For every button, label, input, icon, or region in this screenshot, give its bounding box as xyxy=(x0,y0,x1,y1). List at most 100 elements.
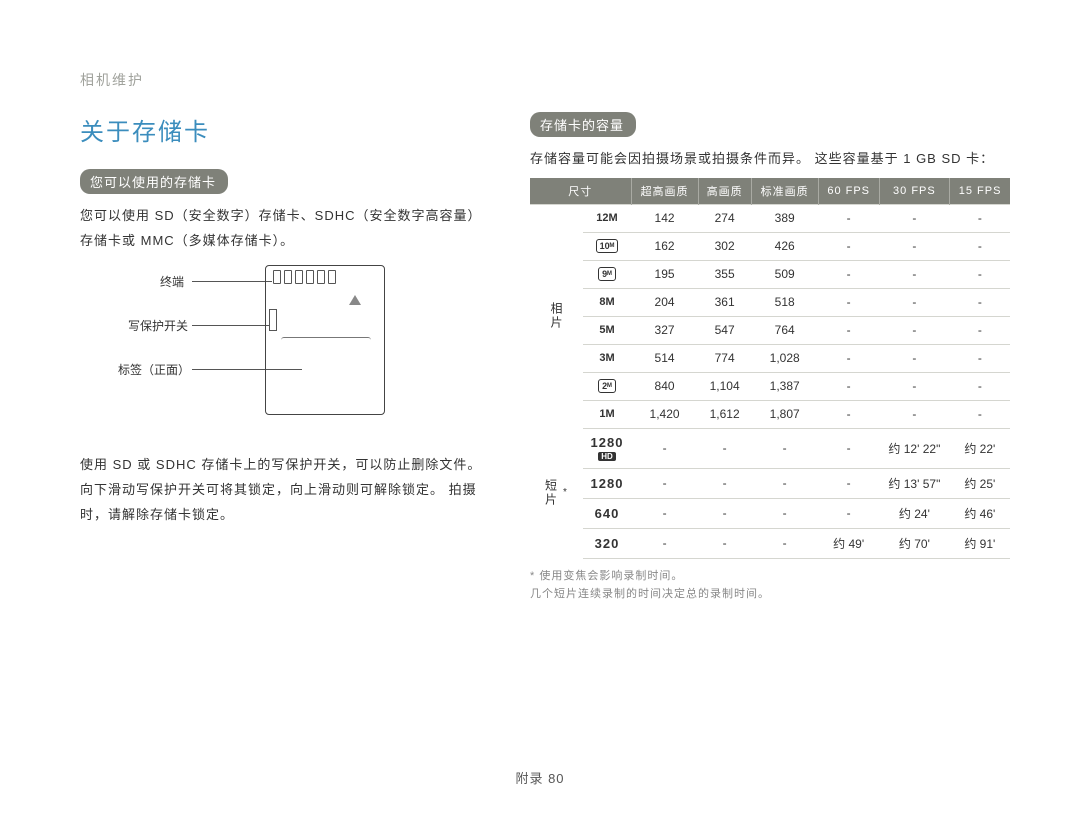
data-cell: - xyxy=(950,316,1010,344)
data-cell: - xyxy=(818,428,879,468)
data-cell: - xyxy=(818,232,879,260)
data-cell: 1,807 xyxy=(751,400,818,428)
capacity-table: 尺寸 超高画质 高画质 标准画质 60 FPS 30 FPS 15 FPS 相片… xyxy=(530,178,1010,559)
data-cell: - xyxy=(950,372,1010,400)
data-cell: 1,612 xyxy=(698,400,751,428)
data-cell: 约 91' xyxy=(950,528,1010,558)
size-cell: 12M xyxy=(583,204,631,232)
size-cell: 5M xyxy=(583,316,631,344)
data-cell: 约 46' xyxy=(950,498,1010,528)
data-cell: 547 xyxy=(698,316,751,344)
data-cell: - xyxy=(698,468,751,498)
section-pill-capacity: 存储卡的容量 xyxy=(530,112,636,137)
table-row: 1M1,4201,6121,807--- xyxy=(530,400,1010,428)
data-cell: 774 xyxy=(698,344,751,372)
table-row: 320---约 49'约 70'约 91' xyxy=(530,528,1010,558)
table-row: 5M327547764--- xyxy=(530,316,1010,344)
data-cell: 509 xyxy=(751,260,818,288)
data-cell: - xyxy=(879,232,950,260)
data-cell: 361 xyxy=(698,288,751,316)
data-cell: 327 xyxy=(631,316,698,344)
table-row: 1280----约 13' 57"约 25' xyxy=(530,468,1010,498)
data-cell: - xyxy=(631,528,698,558)
data-cell: - xyxy=(818,204,879,232)
table-row: *短片1280HD----约 12' 22"约 22' xyxy=(530,428,1010,468)
data-cell: - xyxy=(879,288,950,316)
th-size: 尺寸 xyxy=(530,178,631,205)
diagram-leader-line xyxy=(192,281,272,282)
data-cell: - xyxy=(751,468,818,498)
diagram-label-write-protect: 写保护开关 xyxy=(128,317,188,334)
data-cell: 204 xyxy=(631,288,698,316)
diagram-label-label-front: 标签（正面） xyxy=(118,361,190,378)
data-cell: - xyxy=(818,260,879,288)
left-column: 关于存储卡 您可以使用的存储卡 您可以使用 SD（安全数字）存储卡、SDHC（安… xyxy=(80,112,490,604)
data-cell: - xyxy=(698,428,751,468)
intro-paragraph: 您可以使用 SD（安全数字）存储卡、SDHC（安全数字高容量）存储卡或 MMC（… xyxy=(80,204,490,253)
data-cell: - xyxy=(818,316,879,344)
size-cell: 1280HD xyxy=(583,428,631,468)
data-cell: 142 xyxy=(631,204,698,232)
size-cell: 640 xyxy=(583,498,631,528)
size-cell: 320 xyxy=(583,528,631,558)
capacity-intro: 存储容量可能会因拍摄场景或拍摄条件而异。 这些容量基于 1 GB SD 卡： xyxy=(530,147,1010,172)
table-header-row: 尺寸 超高画质 高画质 标准画质 60 FPS 30 FPS 15 FPS xyxy=(530,178,1010,205)
data-cell: 518 xyxy=(751,288,818,316)
right-column: 存储卡的容量 存储容量可能会因拍摄场景或拍摄条件而异。 这些容量基于 1 GB … xyxy=(530,112,1010,604)
data-cell: - xyxy=(950,400,1010,428)
data-cell: 514 xyxy=(631,344,698,372)
sd-card-diagram: 终端 写保护开关 标签（正面） xyxy=(100,265,490,435)
main-title: 关于存储卡 xyxy=(80,112,490,147)
data-cell: - xyxy=(698,498,751,528)
table-row: 3M5147741,028--- xyxy=(530,344,1010,372)
th-30fps: 30 FPS xyxy=(879,178,950,205)
data-cell: - xyxy=(950,260,1010,288)
data-cell: 355 xyxy=(698,260,751,288)
data-cell: - xyxy=(879,372,950,400)
page-header: 相机维护 xyxy=(80,70,1010,90)
data-cell: - xyxy=(818,468,879,498)
size-cell: 9ᴹ xyxy=(583,260,631,288)
diagram-leader-line xyxy=(192,325,270,326)
data-cell: 389 xyxy=(751,204,818,232)
size-cell: 2ᴹ xyxy=(583,372,631,400)
data-cell: - xyxy=(751,498,818,528)
data-cell: - xyxy=(751,528,818,558)
data-cell: - xyxy=(879,316,950,344)
data-cell: 162 xyxy=(631,232,698,260)
category-photo: 相片 xyxy=(530,204,583,428)
data-cell: - xyxy=(950,204,1010,232)
data-cell: 约 22' xyxy=(950,428,1010,468)
table-row: 2ᴹ8401,1041,387--- xyxy=(530,372,1010,400)
size-cell: 8M xyxy=(583,288,631,316)
data-cell: 274 xyxy=(698,204,751,232)
diagram-label-terminal: 终端 xyxy=(160,273,184,290)
data-cell: - xyxy=(818,288,879,316)
th-60fps: 60 FPS xyxy=(818,178,879,205)
table-row: 10ᴹ162302426--- xyxy=(530,232,1010,260)
data-cell: - xyxy=(818,498,879,528)
th-15fps: 15 FPS xyxy=(950,178,1010,205)
data-cell: - xyxy=(818,344,879,372)
data-cell: - xyxy=(950,288,1010,316)
size-cell: 1M xyxy=(583,400,631,428)
table-row: 8M204361518--- xyxy=(530,288,1010,316)
data-cell: 195 xyxy=(631,260,698,288)
data-cell: - xyxy=(950,344,1010,372)
data-cell: 1,387 xyxy=(751,372,818,400)
data-cell: - xyxy=(631,468,698,498)
data-cell: 840 xyxy=(631,372,698,400)
data-cell: - xyxy=(631,428,698,468)
data-cell: - xyxy=(698,528,751,558)
data-cell: - xyxy=(879,204,950,232)
section-pill-usable-cards: 您可以使用的存储卡 xyxy=(80,169,228,194)
data-cell: 426 xyxy=(751,232,818,260)
th-std: 标准画质 xyxy=(751,178,818,205)
data-cell: - xyxy=(818,400,879,428)
footnote-1: * 使用变焦会影响录制时间。 xyxy=(530,567,1010,586)
data-cell: - xyxy=(950,232,1010,260)
data-cell: - xyxy=(879,260,950,288)
data-cell: - xyxy=(818,372,879,400)
data-cell: 764 xyxy=(751,316,818,344)
data-cell: 1,104 xyxy=(698,372,751,400)
